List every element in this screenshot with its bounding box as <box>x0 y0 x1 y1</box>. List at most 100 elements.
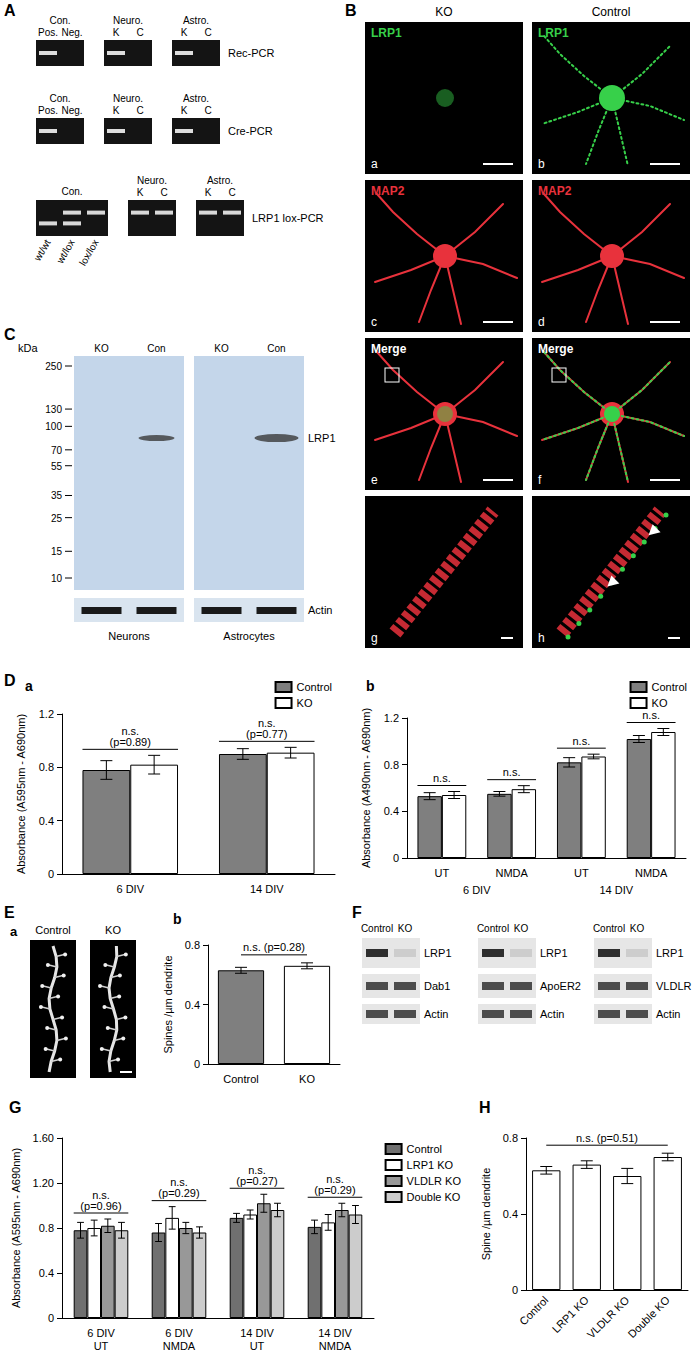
svg-text:Absorbance (A595nm - A690nm): Absorbance (A595nm - A690nm) <box>10 1148 22 1308</box>
svg-text:0.8: 0.8 <box>503 1132 518 1144</box>
svg-text:C: C <box>228 187 235 198</box>
svg-text:K: K <box>181 105 188 116</box>
svg-text:0: 0 <box>48 1312 54 1324</box>
svg-text:0.8: 0.8 <box>39 1222 54 1234</box>
svg-text:VLDLR KO: VLDLR KO <box>407 1175 462 1187</box>
svg-text:n.s.: n.s. <box>433 772 451 784</box>
svg-text:Neuro.: Neuro. <box>113 93 143 104</box>
svg-text:E: E <box>4 904 15 921</box>
svg-text:LRP1: LRP1 <box>371 26 402 40</box>
svg-text:130: 130 <box>45 404 62 415</box>
svg-text:NMDA: NMDA <box>319 1340 352 1352</box>
svg-text:KO: KO <box>94 343 109 354</box>
svg-text:LRP1: LRP1 <box>424 947 452 959</box>
svg-text:Actin: Actin <box>308 604 332 616</box>
svg-text:h: h <box>538 631 545 645</box>
svg-text:wt/lox: wt/lox <box>54 238 77 267</box>
svg-text:Pos.: Pos. <box>38 27 58 38</box>
svg-text:Astro.: Astro. <box>183 15 209 26</box>
svg-text:35: 35 <box>51 490 63 501</box>
svg-text:K: K <box>137 187 144 198</box>
svg-text:a: a <box>371 157 378 171</box>
svg-text:n.s.: n.s. <box>642 709 660 721</box>
svg-text:K: K <box>113 27 120 38</box>
svg-text:D: D <box>4 672 16 689</box>
svg-text:KO: KO <box>105 924 121 936</box>
svg-text:250: 250 <box>45 361 62 372</box>
svg-text:Actin: Actin <box>424 1008 448 1020</box>
svg-text:Merge: Merge <box>538 342 574 356</box>
svg-text:lox/lox: lox/lox <box>77 238 101 268</box>
svg-text:Double KO: Double KO <box>626 1293 673 1340</box>
svg-text:15: 15 <box>51 546 63 557</box>
svg-text:10: 10 <box>51 573 63 584</box>
svg-text:Control: Control <box>477 923 509 934</box>
svg-text:a: a <box>25 678 33 694</box>
svg-text:KO: KO <box>297 697 313 709</box>
svg-text:0.4: 0.4 <box>384 805 399 817</box>
svg-text:6 DIV: 6 DIV <box>463 884 491 896</box>
svg-text:1.20: 1.20 <box>33 1177 54 1189</box>
svg-text:C: C <box>204 105 211 116</box>
svg-text:b: b <box>538 157 545 171</box>
svg-text:c: c <box>371 315 377 329</box>
svg-text:MAP2: MAP2 <box>538 184 572 198</box>
svg-text:F: F <box>352 904 362 921</box>
svg-text:C: C <box>136 27 143 38</box>
svg-text:0: 0 <box>194 1058 200 1070</box>
svg-text:LRP1 KO: LRP1 KO <box>550 1293 592 1335</box>
svg-text:LRP1 lox-PCR: LRP1 lox-PCR <box>252 212 324 224</box>
svg-text:n.s. (p=0.28): n.s. (p=0.28) <box>243 941 305 953</box>
svg-text:Control: Control <box>517 1294 551 1328</box>
svg-text:G: G <box>9 1099 21 1116</box>
svg-text:100: 100 <box>45 421 62 432</box>
svg-text:UT: UT <box>574 867 589 879</box>
svg-text:14 DIV: 14 DIV <box>599 884 633 896</box>
svg-text:b: b <box>173 911 182 927</box>
svg-text:(p=0.96): (p=0.96) <box>80 1200 121 1212</box>
svg-text:B: B <box>345 2 357 19</box>
svg-text:K: K <box>113 105 120 116</box>
svg-text:LRP1: LRP1 <box>308 432 336 444</box>
svg-text:f: f <box>538 473 542 487</box>
svg-text:Merge: Merge <box>371 342 407 356</box>
svg-text:g: g <box>371 631 378 645</box>
svg-text:Dab1: Dab1 <box>424 980 450 992</box>
svg-text:0.8: 0.8 <box>384 759 399 771</box>
svg-text:NMDA: NMDA <box>163 1340 196 1352</box>
svg-text:KO: KO <box>652 697 668 709</box>
svg-text:1.2: 1.2 <box>384 712 399 724</box>
svg-text:Absorbance (A490nm - A690nm): Absorbance (A490nm - A690nm) <box>360 708 372 868</box>
svg-text:UT: UT <box>250 1340 265 1352</box>
svg-text:K: K <box>181 27 188 38</box>
svg-text:Cre-PCR: Cre-PCR <box>228 125 273 137</box>
svg-text:Rec-PCR: Rec-PCR <box>228 47 275 59</box>
svg-text:MAP2: MAP2 <box>371 184 405 198</box>
svg-text:Neg.: Neg. <box>61 27 82 38</box>
svg-text:(p=0.27): (p=0.27) <box>236 1175 277 1187</box>
svg-text:Neuro.: Neuro. <box>137 175 167 186</box>
svg-text:14 DIV: 14 DIV <box>240 1327 274 1339</box>
svg-text:Double KO: Double KO <box>407 1191 461 1203</box>
svg-text:KO: KO <box>435 5 452 19</box>
svg-text:(p=0.29): (p=0.29) <box>314 1184 355 1196</box>
svg-text:(p=0.77): (p=0.77) <box>246 728 287 740</box>
svg-text:Con.: Con. <box>61 186 82 197</box>
svg-text:0.4: 0.4 <box>39 1267 54 1279</box>
svg-text:Neurons: Neurons <box>108 630 150 642</box>
svg-text:55: 55 <box>51 461 63 472</box>
svg-text:Con: Con <box>147 343 165 354</box>
svg-text:0.4: 0.4 <box>39 815 54 827</box>
svg-text:Control: Control <box>407 1143 442 1155</box>
svg-text:Spine /µm dendrite: Spine /µm dendrite <box>480 1168 492 1261</box>
svg-text:0: 0 <box>48 868 54 880</box>
svg-text:6 DIV: 6 DIV <box>116 883 144 895</box>
svg-text:kDa: kDa <box>18 342 38 354</box>
svg-text:n.s.: n.s. <box>573 735 591 747</box>
svg-text:Actin: Actin <box>540 1008 564 1020</box>
svg-text:e: e <box>371 473 378 487</box>
svg-text:VLDLR: VLDLR <box>656 980 692 992</box>
svg-text:Neg.: Neg. <box>61 105 82 116</box>
svg-text:70: 70 <box>51 445 63 456</box>
svg-text:KO: KO <box>299 1073 315 1085</box>
